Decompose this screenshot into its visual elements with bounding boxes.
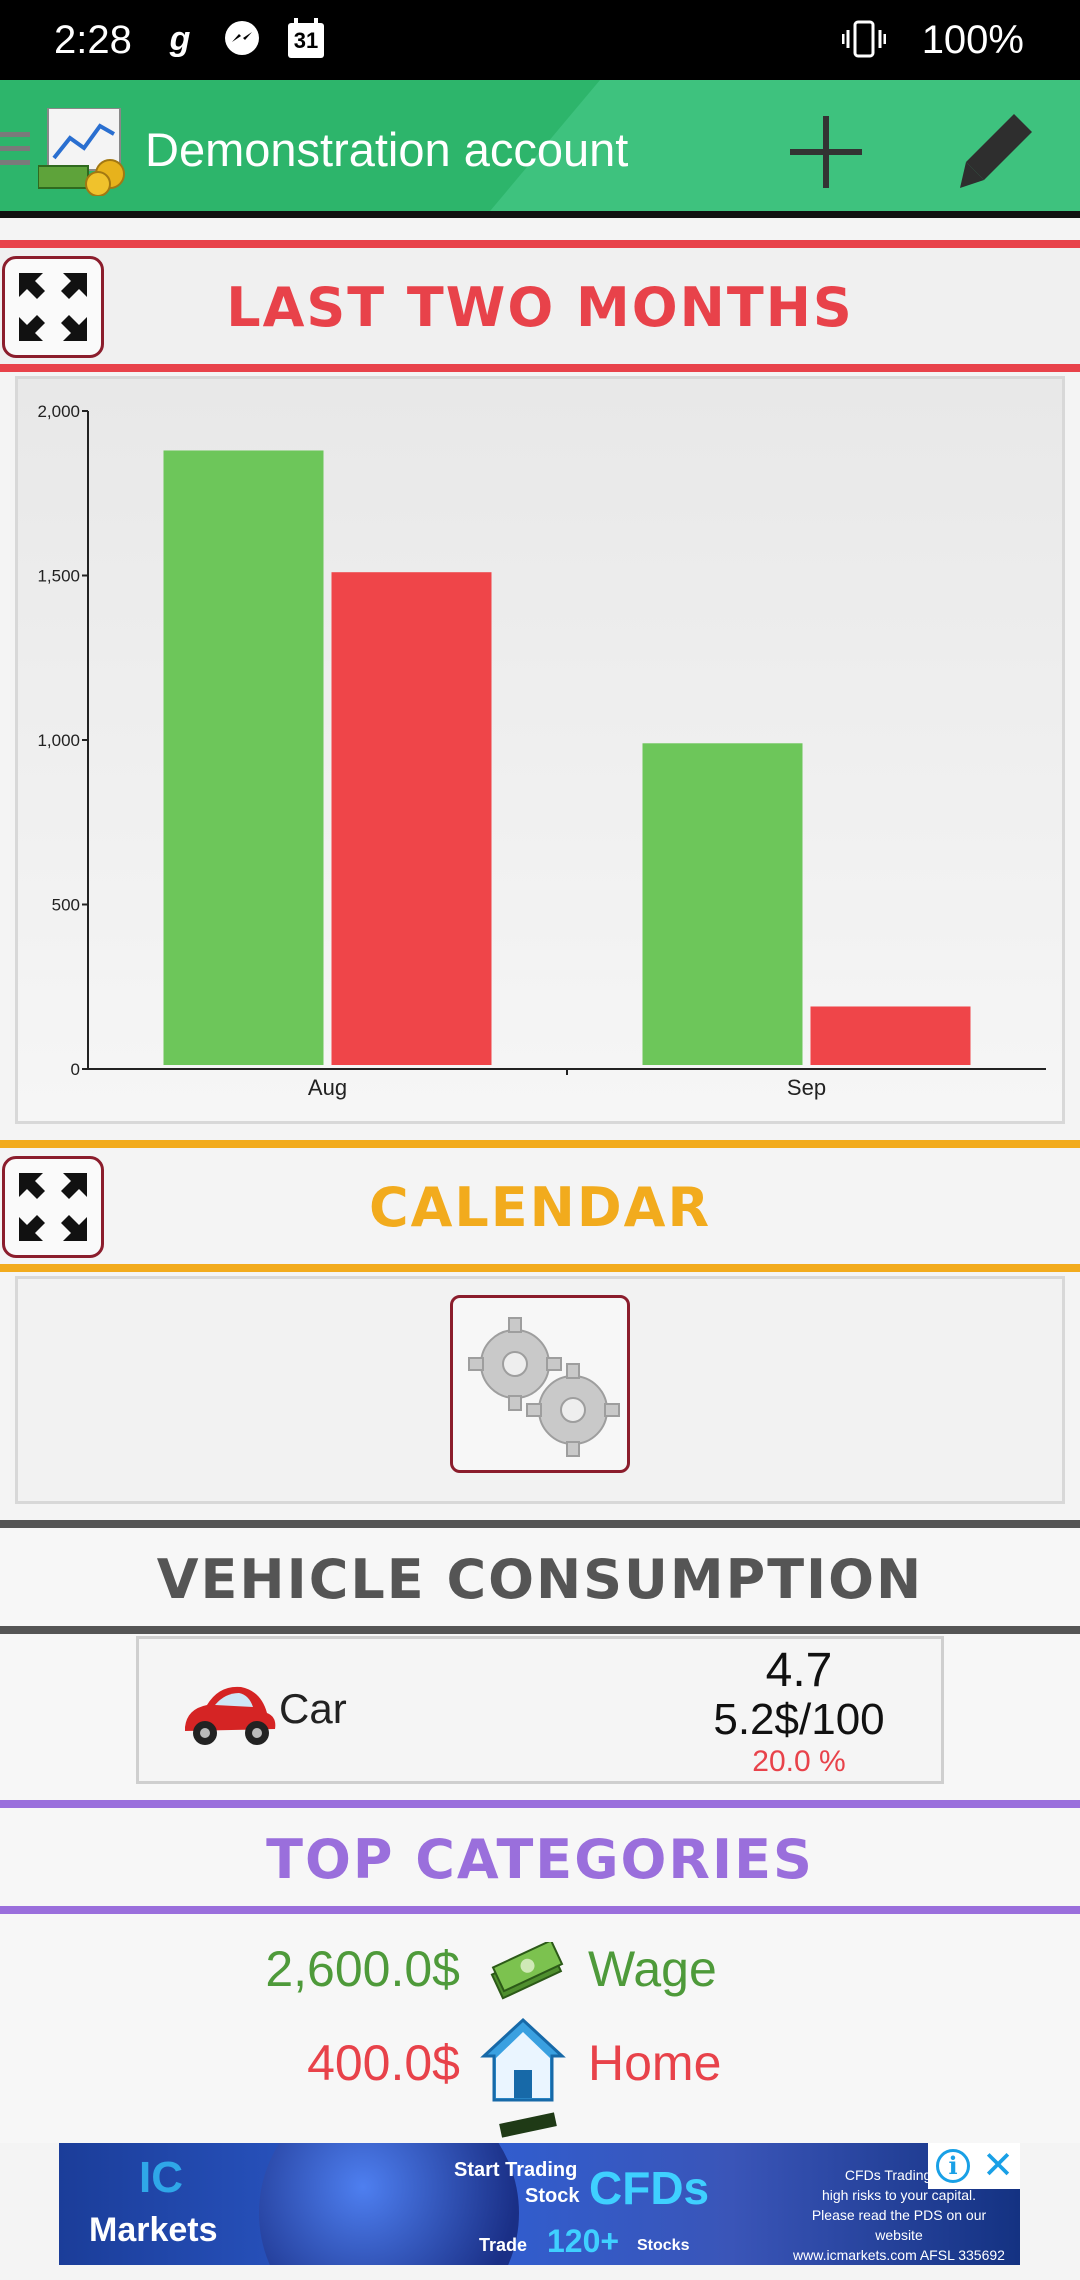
ad-disclaimer-line: CFDs Trading inv (844, 2167, 954, 2183)
section-title-calendar: CALENDAR (368, 1176, 712, 1239)
ad-close-icon[interactable]: ✕ (982, 2145, 1014, 2187)
top-categories-list: 2,600.0$ Wage 400.0$ Home (0, 1914, 1080, 2143)
add-icon[interactable] (790, 116, 862, 188)
section-line-top (0, 240, 1080, 248)
category-row[interactable]: 400.0$ Home (0, 2017, 1080, 2106)
status-bar: 2:28 g 31 100% (0, 0, 1080, 80)
y-tick-label: 1,000 (37, 731, 80, 750)
settings-button[interactable] (450, 1295, 630, 1473)
section-line-top (0, 1140, 1080, 1148)
ad-globe (259, 2143, 519, 2265)
bar (163, 450, 324, 1066)
app-title: Demonstration account (145, 123, 629, 176)
section-header-bg (0, 1148, 1080, 1264)
expand-icon (19, 273, 87, 341)
y-tick-label: 1,500 (37, 567, 80, 586)
gears-icon (468, 1317, 620, 1457)
menu-icon[interactable] (0, 132, 34, 168)
expand-icon (19, 1173, 87, 1241)
section-title-top-categories: TOP CATEGORIES (266, 1828, 814, 1891)
calendar-icon: 31 (286, 18, 326, 60)
money-icon (490, 1942, 564, 2000)
expand-button[interactable] (2, 1156, 104, 1258)
edit-icon[interactable] (956, 110, 1036, 190)
ad-brand: Markets (89, 2211, 218, 2249)
y-tick-label: 500 (52, 896, 80, 915)
ad-controls: i ✕ (928, 2143, 1020, 2189)
section-title-vehicle-consumption: VEHICLE CONSUMPTION (156, 1548, 924, 1611)
ad-stocks-count: 120+ (547, 2223, 620, 2259)
category-amount: 2,600.0$ (265, 1941, 460, 1997)
vehicle-cost: 5.2$/100 (713, 1695, 885, 1744)
ad-disclaimer-line: Please read the PDS on our website (811, 2207, 987, 2243)
section-line-bottom (0, 1626, 1080, 1634)
ad-stocks: Stocks (637, 2237, 690, 2254)
section-header-bg (0, 1808, 1080, 1906)
app-bar: Demonstration account (0, 80, 1080, 218)
bar (810, 1006, 971, 1065)
y-tick-label: 0 (71, 1060, 80, 1079)
ad-disclaimer-line: high risks to your capital. (821, 2187, 977, 2203)
section-line-bottom (0, 364, 1080, 372)
category-row[interactable]: 2,600.0$ Wage (0, 1932, 1080, 2012)
section-line-bottom (0, 1264, 1080, 1272)
status-time: 2:28 (54, 18, 132, 62)
partial-category-icon (499, 2112, 557, 2138)
app-logo-icon (37, 107, 130, 197)
y-tick-label: 2,000 (37, 402, 80, 421)
ad-disclaimer: CFDs Trading inv high risks to your capi… (789, 2165, 1009, 2265)
category-name: Wage (588, 1941, 717, 1997)
ad-disclaimer-line: www.icmarkets.com AFSL 335692 (793, 2247, 1005, 2263)
ad-sub: Stock (525, 2185, 580, 2207)
car-icon (185, 1686, 276, 1745)
section-title-last-two-months: LAST TWO MONTHS (226, 276, 854, 339)
x-tick-label: Aug (308, 1075, 347, 1100)
calendar-panel (15, 1276, 1065, 1504)
section-line-bottom (0, 1906, 1080, 1914)
bar (331, 572, 492, 1065)
section-header-bg (0, 248, 1080, 364)
section-line-top (0, 1800, 1080, 1808)
vibrate-icon (841, 18, 887, 60)
ad-info-icon[interactable]: i (936, 2149, 970, 2183)
vehicle-percent: 20.0 % (752, 1745, 846, 1778)
section-header-bg (0, 1528, 1080, 1626)
calendar-day: 31 (293, 28, 319, 53)
category-name: Home (588, 2035, 722, 2091)
house-icon (480, 2017, 566, 2102)
vehicle-name: Car (279, 1685, 347, 1732)
section-line-top (0, 1520, 1080, 1528)
battery-level: 100% (921, 18, 1024, 62)
app-bar-divider (0, 211, 1080, 218)
ad-banner[interactable]: IC Markets Start Trading Stock CFDs Trad… (59, 2143, 1020, 2265)
ad-headline: Start Trading (454, 2159, 578, 2181)
category-amount: 400.0$ (307, 2035, 460, 2091)
chart-panel: 0 500 1,000 1,500 2,000 Aug Sep (15, 376, 1065, 1124)
ad-brand-prefix: IC (139, 2153, 183, 2202)
bar-chart: 0 500 1,000 1,500 2,000 Aug Sep (37, 402, 1046, 1100)
vehicle-card[interactable]: Car 4.7 5.2$/100 20.0 % (136, 1636, 944, 1784)
expand-button[interactable] (2, 256, 104, 358)
messenger-icon (222, 18, 262, 60)
gboard-icon: g (169, 20, 191, 58)
bar (642, 743, 803, 1065)
ad-cfds: CFDs (589, 2162, 710, 2214)
x-tick-label: Sep (787, 1075, 826, 1100)
vehicle-value: 4.7 (765, 1644, 833, 1697)
ad-trade: Trade (479, 2235, 528, 2255)
